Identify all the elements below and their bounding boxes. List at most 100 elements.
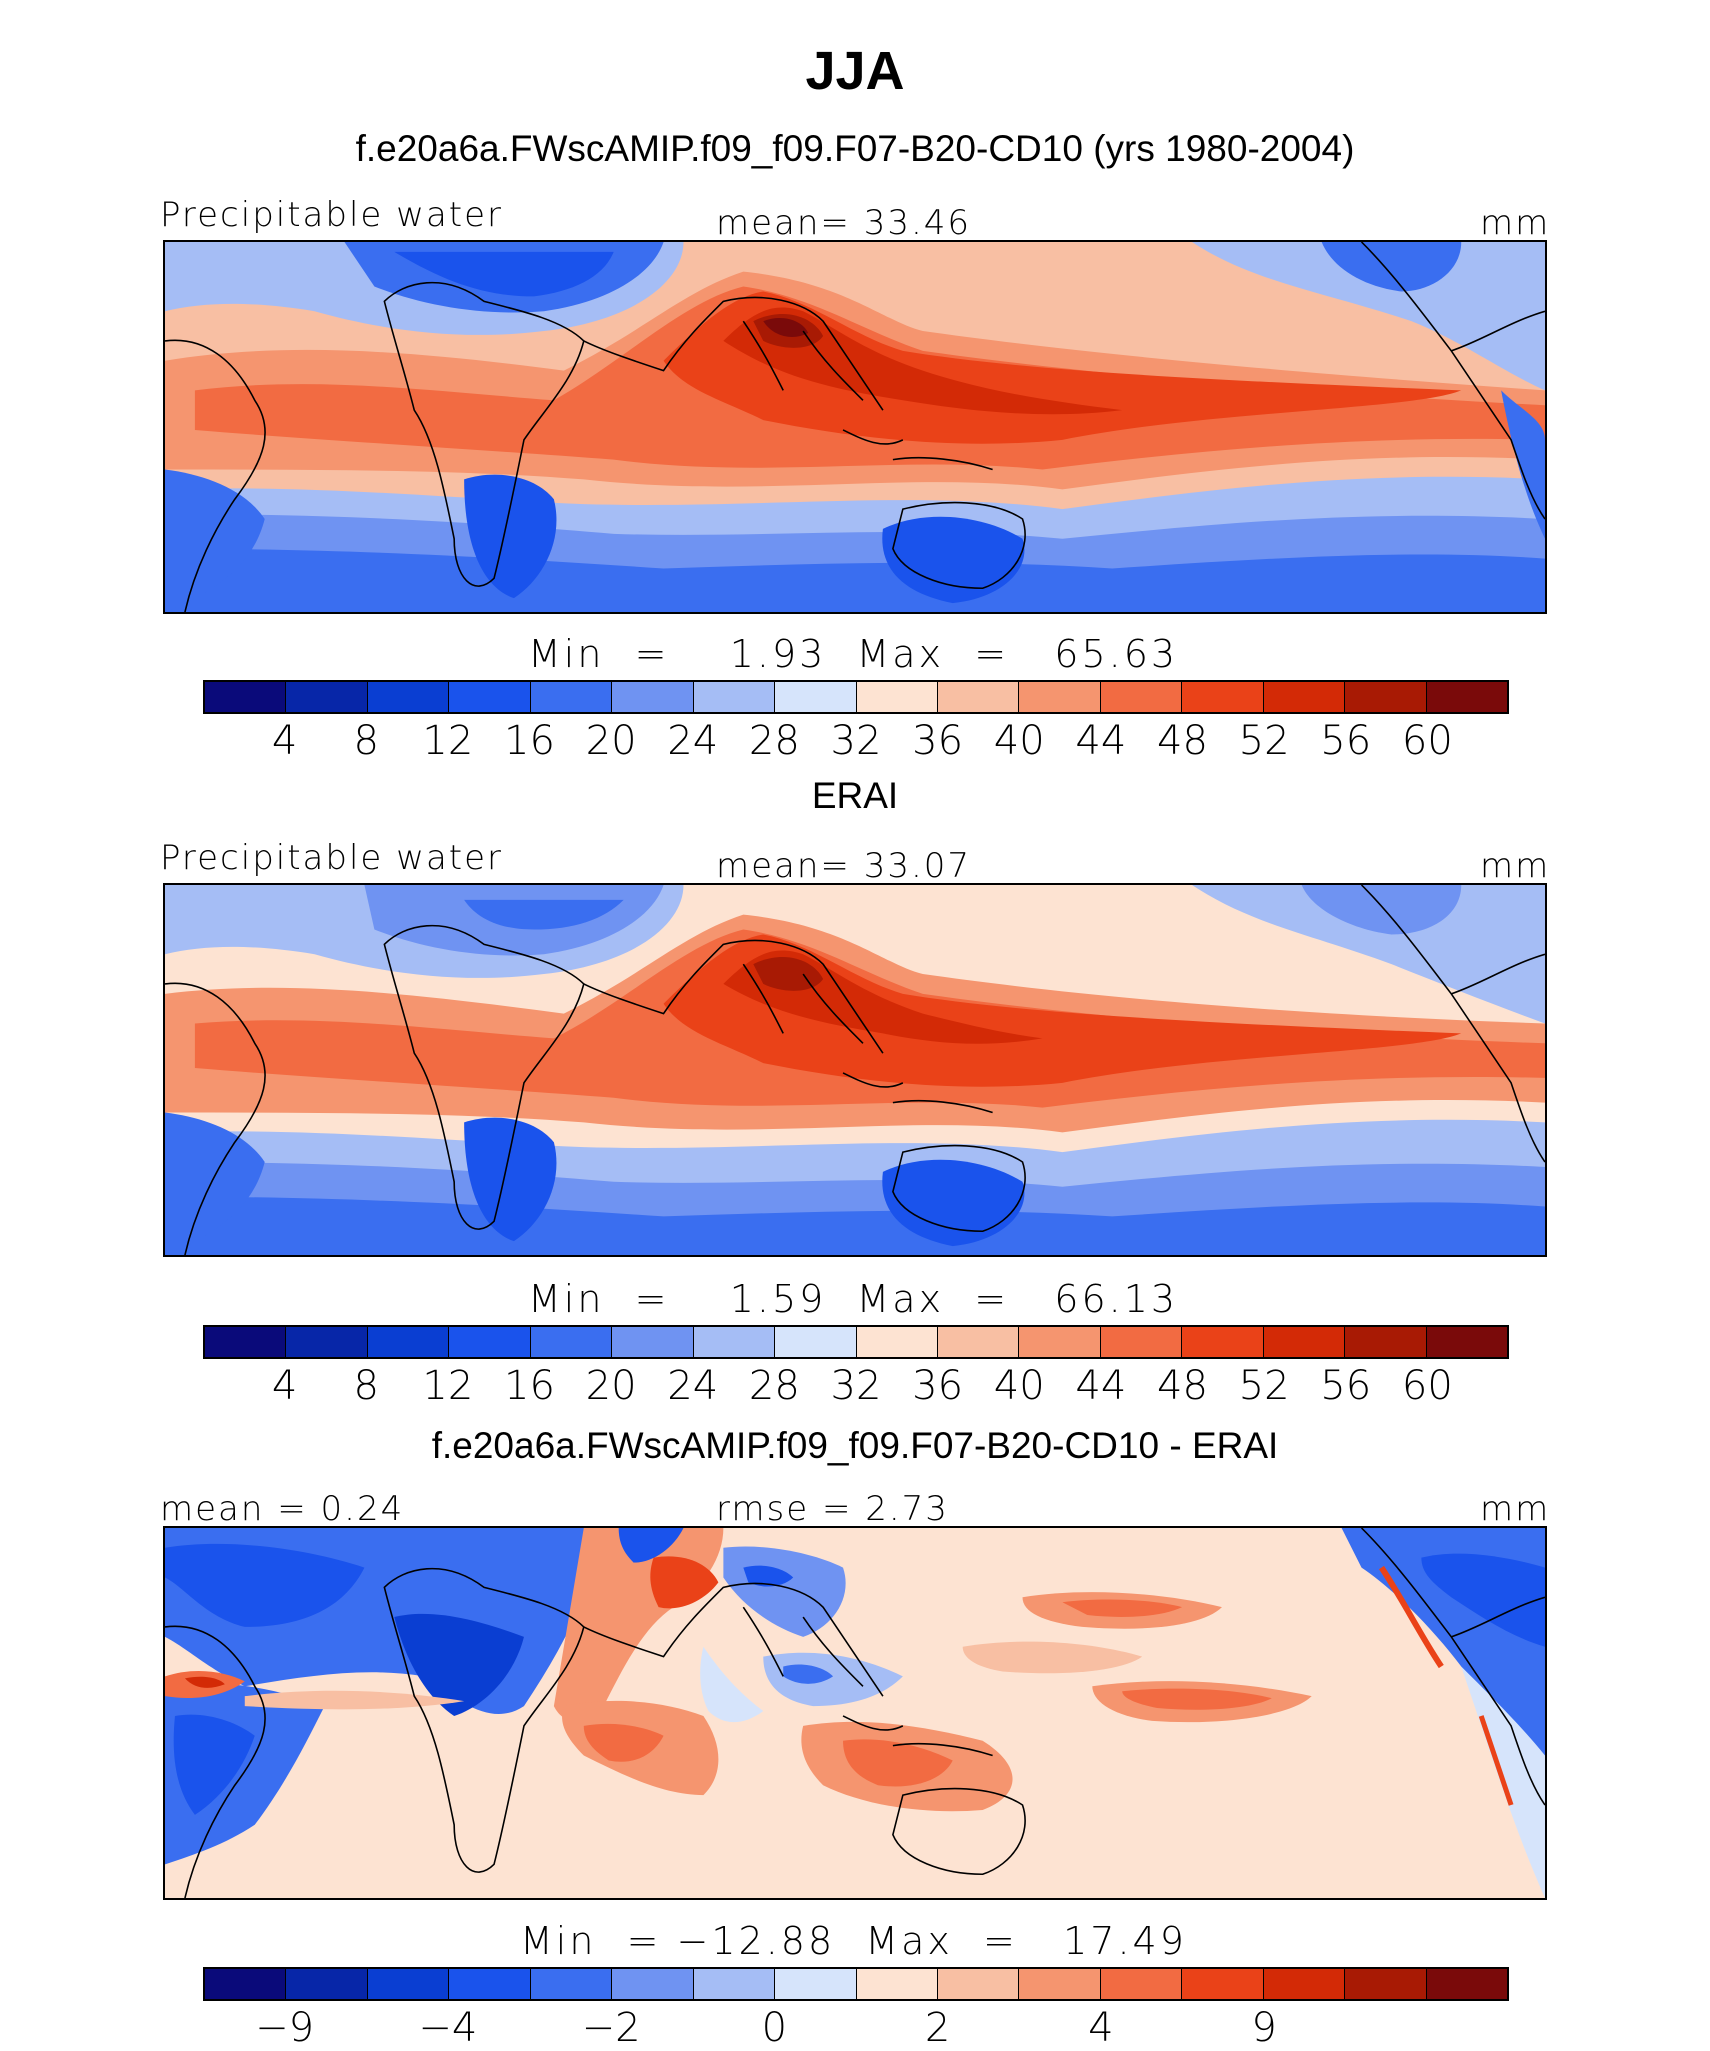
panel-3-mean-label: mean = 0.24	[160, 1489, 405, 1529]
colorbar-swatch	[1263, 1969, 1346, 1999]
colorbar-swatch	[367, 1327, 450, 1357]
colorbar-tick-label: 52	[1238, 1363, 1290, 1409]
colorbar-swatch	[1345, 1969, 1427, 1999]
panel-1-minmax: Min = 1.93 Max = 65.63	[528, 632, 1179, 676]
colorbar-swatch	[856, 682, 938, 712]
colorbar-swatch	[449, 1327, 531, 1357]
colorbar-swatch	[1345, 1327, 1427, 1357]
colorbar-swatch	[693, 682, 776, 712]
colorbar-tick-label: 0	[761, 2005, 788, 2051]
colorbar-tick-label: −4	[418, 2005, 478, 2051]
colorbar-swatch	[1100, 682, 1183, 712]
colorbar-tick-label: 12	[422, 718, 474, 764]
colorbar-swatch	[205, 1969, 287, 1999]
colorbar-swatch	[775, 682, 857, 712]
colorbar-swatch	[449, 1969, 531, 1999]
colorbar-swatch	[286, 1327, 368, 1357]
colorbar-tick-label: 36	[912, 718, 964, 764]
colorbar-tick-label: 9	[1251, 2005, 1277, 2051]
colorbar-tick-label: 44	[1075, 718, 1127, 764]
colorbar-tick-label: 36	[912, 1363, 964, 1409]
colorbar-swatch	[1019, 1969, 1101, 1999]
colorbar-tick-label: 40	[993, 1363, 1045, 1409]
figure-title: JJA	[805, 41, 905, 101]
panel-3-units-label: mm	[1480, 1489, 1551, 1529]
colorbar-swatch	[1019, 1327, 1101, 1357]
colorbar-swatch	[856, 1327, 938, 1357]
colorbar-swatch	[1426, 1969, 1507, 1999]
colorbar-tick-label: 4	[271, 718, 298, 764]
colorbar-swatch	[530, 682, 613, 712]
colorbar-tick-label: −2	[581, 2005, 641, 2051]
colorbar-swatch	[1182, 1969, 1264, 1999]
colorbar-tick-label: 2	[924, 2005, 951, 2051]
panel-3-minmax: Min = −12.88 Max = 17.49	[520, 1919, 1187, 1963]
colorbar-swatch	[1182, 682, 1264, 712]
colorbar-tick-label: 4	[1088, 2005, 1114, 2051]
panel-1-units-label: mm	[1480, 203, 1551, 243]
colorbar-tick-label: 12	[422, 1363, 474, 1409]
colorbar-swatch	[937, 1969, 1020, 1999]
colorbar-tick-label: 8	[353, 718, 379, 764]
colorbar-swatch	[286, 682, 368, 712]
colorbar-tick-label: 40	[993, 718, 1045, 764]
colorbar-swatch	[1100, 1969, 1183, 1999]
colorbar-tick-label: 24	[667, 718, 719, 764]
colorbar-tick-label: 56	[1320, 1363, 1372, 1409]
colorbar-tick-label: 16	[504, 1363, 555, 1409]
colorbar-swatch	[612, 1327, 694, 1357]
colorbar-swatch	[205, 682, 287, 712]
panel-2-heading: ERAI	[811, 775, 899, 816]
colorbar-tick-label: −9	[255, 2005, 315, 2051]
colorbar-swatch	[1263, 1327, 1346, 1357]
colorbar-swatch	[1345, 682, 1427, 712]
panel-2-units-label: mm	[1480, 846, 1551, 886]
panel-1-colorbar	[203, 680, 1509, 714]
colorbar-swatch	[612, 1969, 694, 1999]
colorbar-tick-label: 16	[504, 718, 555, 764]
colorbar-tick-label: 44	[1075, 1363, 1127, 1409]
colorbar-tick-label: 52	[1238, 718, 1290, 764]
panel-3-difference-map	[163, 1526, 1547, 1900]
colorbar-tick-label: 32	[830, 718, 882, 764]
colorbar-swatch	[612, 682, 694, 712]
colorbar-swatch	[286, 1969, 368, 1999]
panel-2-variable-label: Precipitable water	[160, 838, 504, 878]
panel-1-mean-label: mean= 33.46	[716, 203, 972, 243]
colorbar-swatch	[693, 1969, 776, 1999]
panel-1-variable-label: Precipitable water	[160, 195, 504, 235]
colorbar-swatch	[1426, 1327, 1507, 1357]
colorbar-tick-label: 48	[1157, 718, 1208, 764]
colorbar-tick-label: 60	[1401, 718, 1453, 764]
panel-3-heading: f.e20a6a.FWscAMIP.f09_f09.F07-B20-CD10 -…	[431, 1425, 1279, 1466]
colorbar-tick-label: 4	[271, 1363, 298, 1409]
colorbar-swatch	[1426, 682, 1507, 712]
colorbar-swatch	[449, 682, 531, 712]
panel-1-map	[163, 240, 1547, 614]
colorbar-swatch	[1263, 682, 1346, 712]
panel-3-colorbar	[203, 1967, 1509, 2001]
colorbar-swatch	[205, 1327, 287, 1357]
colorbar-tick-label: 28	[748, 1363, 800, 1409]
colorbar-tick-label: 8	[353, 1363, 379, 1409]
colorbar-tick-label: 48	[1157, 1363, 1208, 1409]
colorbar-tick-label: 60	[1401, 1363, 1453, 1409]
colorbar-swatch	[1100, 1327, 1183, 1357]
colorbar-tick-label: 20	[585, 1363, 637, 1409]
colorbar-swatch	[775, 1327, 857, 1357]
colorbar-swatch	[937, 1327, 1020, 1357]
colorbar-tick-label: 24	[667, 1363, 719, 1409]
colorbar-swatch	[1019, 682, 1101, 712]
colorbar-swatch	[367, 682, 450, 712]
colorbar-swatch	[530, 1327, 613, 1357]
colorbar-swatch	[693, 1327, 776, 1357]
colorbar-swatch	[530, 1969, 613, 1999]
colorbar-tick-label: 56	[1320, 718, 1372, 764]
colorbar-swatch	[367, 1969, 450, 1999]
panel-3-rmse-label: rmse = 2.73	[716, 1489, 949, 1529]
panel-2-minmax: Min = 1.59 Max = 66.13	[528, 1277, 1179, 1321]
colorbar-tick-label: 32	[830, 1363, 882, 1409]
colorbar-tick-label: 28	[748, 718, 800, 764]
colorbar-tick-label: 20	[585, 718, 637, 764]
colorbar-swatch	[775, 1969, 857, 1999]
